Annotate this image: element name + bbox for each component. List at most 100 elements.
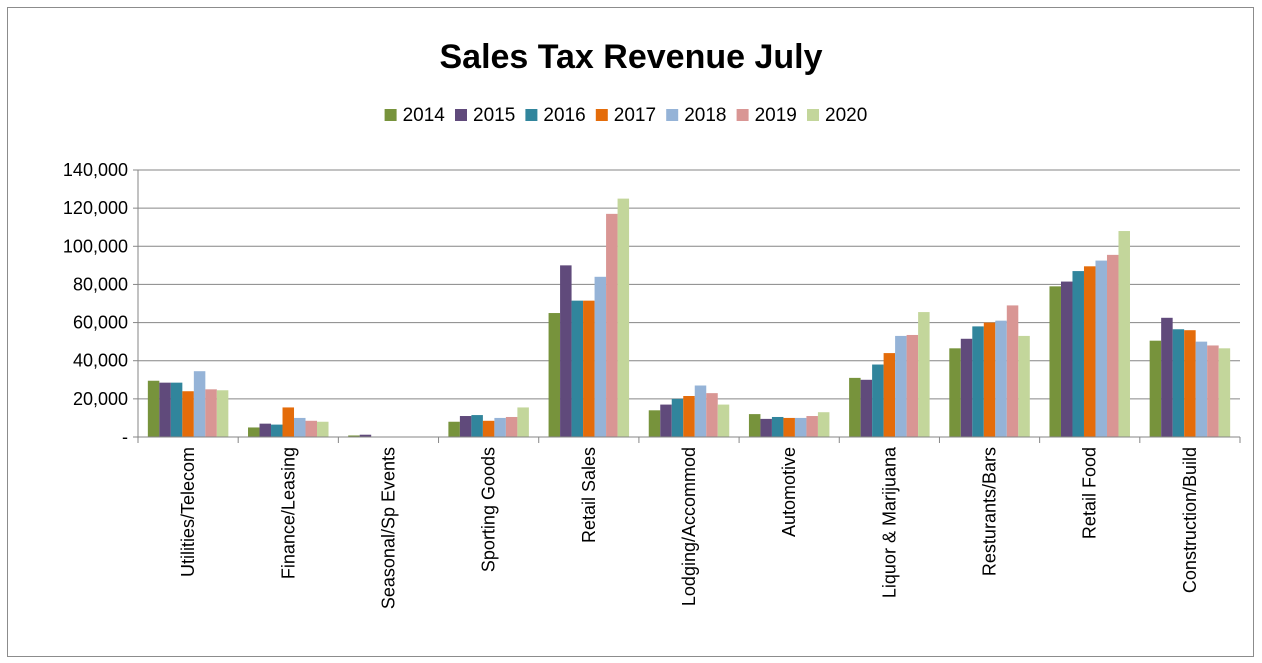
bar <box>617 198 630 437</box>
bar <box>817 412 830 437</box>
x-category-label: Automotive <box>779 447 799 537</box>
bar <box>895 335 907 437</box>
bar <box>794 417 807 437</box>
y-tick-label: - <box>122 427 128 447</box>
y-tick-label: 100,000 <box>63 236 128 256</box>
bar <box>906 334 919 437</box>
x-axis-category-labels: Utilities/Telecom Finance/Leasing Seasonal… <box>178 446 1200 609</box>
bar <box>972 326 984 437</box>
x-category-label: Retail Sales <box>579 447 599 543</box>
bar <box>305 420 318 437</box>
bars <box>147 198 1231 437</box>
x-category-label: Lodging/Accommod <box>679 447 699 606</box>
chart-title: Sales Tax Revenue July <box>439 38 822 76</box>
bar <box>348 435 360 437</box>
bar <box>1083 266 1096 437</box>
bar <box>1195 341 1208 437</box>
legend-label: 2014 <box>403 105 446 126</box>
bar <box>1072 271 1084 437</box>
bar <box>216 390 229 437</box>
legend-swatch <box>666 109 679 121</box>
legend-swatch <box>384 109 397 121</box>
bar <box>717 404 730 437</box>
bar <box>1118 231 1130 437</box>
bar <box>1018 335 1030 437</box>
bar <box>182 391 194 437</box>
legend-item: 2018 <box>666 105 726 126</box>
bar <box>1207 345 1219 437</box>
bar <box>748 414 761 437</box>
bar <box>849 377 861 437</box>
bar <box>960 338 973 437</box>
y-tick-label: 40,000 <box>73 351 128 371</box>
bar <box>995 320 1007 437</box>
bar <box>1006 305 1019 437</box>
x-category-label: Retail Food <box>1080 447 1100 539</box>
bar <box>860 379 873 437</box>
legend-swatch <box>525 109 538 121</box>
bar <box>205 389 217 437</box>
bar <box>1149 340 1162 437</box>
x-category-label: Resturants/Bars <box>980 447 1000 576</box>
bar <box>1184 330 1196 437</box>
bar <box>147 380 160 437</box>
bar <box>683 396 695 437</box>
bar <box>248 427 260 437</box>
legend-swatch <box>455 109 467 121</box>
legend-item: 2020 <box>807 105 867 126</box>
legend-label: 2017 <box>614 105 656 126</box>
x-category-label: Liquor & Marijuana <box>879 446 899 598</box>
bar <box>1106 254 1119 437</box>
bar <box>259 423 272 437</box>
legend-label: 2019 <box>755 105 797 126</box>
bar <box>170 382 183 437</box>
bar <box>317 421 329 437</box>
bar <box>482 420 495 437</box>
legend-item: 2019 <box>736 105 797 126</box>
bar <box>660 404 672 437</box>
bar <box>872 364 884 437</box>
legend: 2014 2015 2016 2017 2018 2019 2020 <box>384 105 867 126</box>
bar <box>983 322 996 437</box>
bar <box>193 371 206 437</box>
bar <box>671 398 684 437</box>
bar <box>606 213 618 437</box>
legend-item: 2016 <box>525 105 586 126</box>
bar <box>883 353 896 437</box>
x-category-label: Sporting Goods <box>479 447 499 572</box>
bar <box>918 312 930 437</box>
legend-label: 2015 <box>473 105 515 126</box>
legend-label: 2020 <box>825 105 867 126</box>
legend-label: 2018 <box>684 105 726 126</box>
axes <box>137 170 1241 443</box>
legend-label: 2016 <box>543 105 585 126</box>
bar <box>448 421 460 437</box>
y-tick-label: 60,000 <box>73 313 128 333</box>
bar <box>1172 329 1185 437</box>
x-category-label: Seasonal/Sp Events <box>378 447 398 609</box>
bar <box>494 417 506 437</box>
x-category-label: Construction/Build <box>1180 447 1200 593</box>
y-tick-label: 80,000 <box>73 274 128 294</box>
y-axis-tick-labels: - 20,000 40,000 60,000 80,000 100,000 120,000 1… <box>63 160 138 447</box>
bar <box>1049 286 1061 437</box>
bar <box>560 265 572 437</box>
legend-item: 2017 <box>595 105 656 126</box>
legend-swatch <box>807 109 819 121</box>
bar <box>271 424 283 437</box>
y-tick-label: 120,000 <box>63 198 128 218</box>
y-tick-label: 20,000 <box>73 389 128 409</box>
bar <box>1060 281 1073 437</box>
bar <box>583 300 595 437</box>
bar <box>517 407 529 437</box>
bar <box>359 434 372 437</box>
bar <box>706 393 718 437</box>
legend-swatch <box>595 109 608 121</box>
bar <box>1218 348 1231 437</box>
bar <box>783 417 795 437</box>
legend-item: 2015 <box>455 105 515 126</box>
legend-swatch <box>736 109 749 121</box>
bar <box>159 382 171 437</box>
bar <box>949 348 961 437</box>
